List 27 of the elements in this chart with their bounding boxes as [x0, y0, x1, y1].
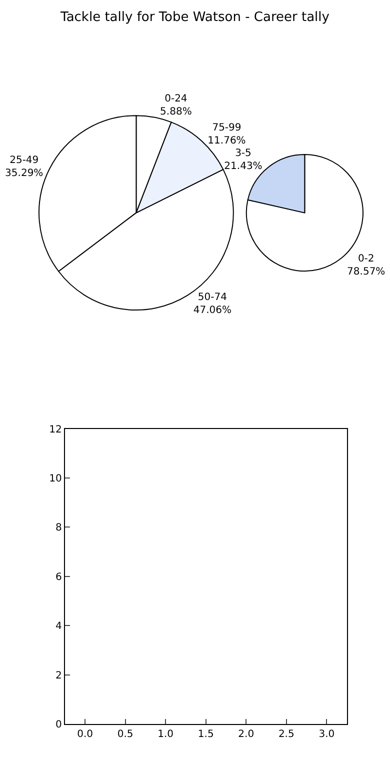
slice-label: 3-5 [235, 148, 252, 159]
data-label: 78.57% [347, 266, 386, 278]
x-tick-label: 1.5 [198, 729, 214, 740]
y-tick-label: 4 [56, 621, 62, 632]
y-tick-label: 10 [49, 474, 62, 484]
data-label: 21.43% [224, 160, 262, 172]
x-tick-label: 0.5 [117, 729, 134, 740]
x-tick-label: 0.0 [77, 729, 94, 740]
x-tick-label: 2.0 [238, 729, 254, 740]
data-label: 47.06% [193, 305, 232, 316]
y-tick-label: 8 [56, 522, 62, 534]
y-tick-label: 6 [56, 572, 62, 583]
slice-label: 75-99 [212, 122, 242, 134]
slice-label: 0-2 [358, 254, 374, 265]
x-tick-label: 1.0 [158, 729, 174, 740]
y-tick-label: 12 [49, 424, 62, 436]
data-label: 35.29% [5, 168, 44, 180]
data-label: 5.88% [160, 106, 192, 118]
data-label: 11.76% [208, 135, 246, 146]
y-tick-label: 2 [56, 670, 62, 682]
slice-label: 50-74 [198, 292, 227, 304]
x-tick-label: 3.0 [318, 729, 335, 740]
y-tick-label: 0 [56, 720, 62, 730]
slice-label: 0-24 [164, 94, 188, 105]
x-tick-label: 2.5 [278, 729, 294, 740]
slice-label: 25-49 [10, 155, 39, 166]
chart-title: Tackle tally for Tobe Watson - Career tally [60, 10, 330, 25]
